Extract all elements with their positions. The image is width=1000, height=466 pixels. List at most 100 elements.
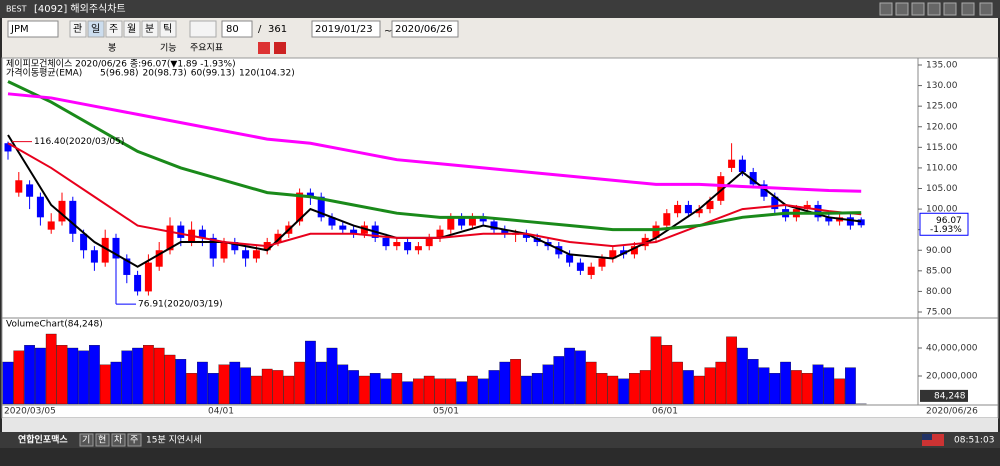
volume-bar xyxy=(564,347,575,405)
btn[interactable] xyxy=(943,2,957,16)
symbol-box[interactable] xyxy=(7,20,59,38)
candle-body xyxy=(436,229,444,238)
menu[interactable]: 기능 xyxy=(160,43,177,54)
flag-canton xyxy=(922,434,932,440)
tool-button[interactable] xyxy=(69,20,87,38)
volume-bar xyxy=(639,370,651,405)
icon[interactable] xyxy=(274,42,286,54)
candle-body xyxy=(90,250,98,263)
candle-body xyxy=(468,217,476,226)
legend-entry: 60(99.13) xyxy=(191,69,235,79)
btn-close[interactable] xyxy=(979,2,993,16)
legend-entry: 120(104.32) xyxy=(239,69,295,79)
candle-body xyxy=(350,229,358,234)
y-tick-label: 90.00 xyxy=(926,246,952,256)
volume-bar xyxy=(607,375,619,405)
scrollbar[interactable] xyxy=(2,418,998,432)
volume-bar xyxy=(143,345,154,405)
symbol: JPM xyxy=(10,24,29,35)
volume-bar xyxy=(575,350,586,405)
volume-bar xyxy=(35,347,46,405)
volume-bar xyxy=(661,345,673,405)
volume-bar xyxy=(456,381,467,405)
volume-bar xyxy=(294,361,305,405)
tool-button[interactable] xyxy=(159,20,177,38)
icon[interactable] xyxy=(258,42,270,54)
title-bar xyxy=(0,0,1000,18)
start-date-box[interactable] xyxy=(311,20,381,38)
delay: 15분 지연시세 xyxy=(146,435,202,446)
status-button[interactable] xyxy=(127,433,142,447)
candle-body xyxy=(706,200,714,210)
y-tick-label: 75.00 xyxy=(926,308,952,318)
y-tick-label: 20,000,000 xyxy=(926,372,978,382)
candle-body xyxy=(609,250,617,259)
tilde: ~ xyxy=(384,26,392,37)
volume-bar xyxy=(747,359,759,405)
count-box[interactable] xyxy=(221,20,253,38)
volume-bar xyxy=(693,375,705,405)
brand: 연합인포맥스 xyxy=(18,434,68,446)
volume-bar xyxy=(326,347,338,405)
y-tick-label: 130.00 xyxy=(926,81,958,91)
candle-body xyxy=(458,217,466,226)
candle-body xyxy=(328,217,336,226)
candle-body xyxy=(566,254,574,263)
y-tick-label: 40,000,000 xyxy=(926,344,978,354)
price-header: 제이피모건체이스 2020/06/26 종:96.07(▼1.89 -1.93%… xyxy=(6,59,236,70)
volume-bar xyxy=(218,364,230,405)
volume-bar xyxy=(13,350,25,405)
volume-bar xyxy=(305,340,316,405)
status-bar xyxy=(0,432,1000,448)
annotation: 116.40(2020/03/05) xyxy=(34,137,124,147)
btn[interactable] xyxy=(911,2,925,16)
volume-bar xyxy=(758,367,770,405)
btn[interactable] xyxy=(927,2,941,16)
tool-button[interactable] xyxy=(87,20,105,38)
volume-bar xyxy=(380,378,392,405)
volume-bar xyxy=(197,361,208,405)
candle-body xyxy=(144,262,152,292)
status-button[interactable] xyxy=(95,433,110,447)
combo[interactable] xyxy=(189,20,217,38)
candle-body xyxy=(58,200,66,222)
btn[interactable] xyxy=(879,2,893,16)
candle-body xyxy=(209,237,217,259)
volume-bar xyxy=(186,373,197,405)
candle-body xyxy=(490,221,498,230)
tool-button-label: 분 xyxy=(145,23,154,35)
btn[interactable] xyxy=(961,2,975,16)
menu[interactable]: 주요지표 xyxy=(190,43,223,54)
candle-body xyxy=(598,258,606,267)
volume-bar xyxy=(2,361,14,405)
candle-body xyxy=(231,242,239,251)
candle-body xyxy=(425,237,433,247)
volume-bar xyxy=(337,364,349,405)
tool-button[interactable] xyxy=(123,20,141,38)
clock: 08:51:03 xyxy=(954,436,994,446)
candle-body xyxy=(738,159,746,173)
volume-bar xyxy=(434,378,446,405)
candle-body xyxy=(684,204,692,214)
status-button[interactable] xyxy=(79,433,94,447)
tool-button[interactable] xyxy=(105,20,123,38)
count: 80 xyxy=(226,24,239,35)
candle-body xyxy=(123,258,131,275)
volume-bar xyxy=(110,361,122,405)
last-change: -1.93% xyxy=(930,225,962,235)
volume-bar xyxy=(812,364,824,405)
candle-body xyxy=(134,274,142,292)
end-date-box[interactable] xyxy=(391,20,459,38)
status-button-label: 차 xyxy=(114,434,123,446)
volume-bar xyxy=(132,347,143,405)
candle-body xyxy=(846,217,854,226)
volume-bar xyxy=(521,375,532,405)
volume-bar xyxy=(715,361,727,405)
menu[interactable]: 봉 xyxy=(108,43,116,54)
btn[interactable] xyxy=(895,2,909,16)
ma-line xyxy=(7,92,862,193)
tool-button[interactable] xyxy=(141,20,159,38)
status-button[interactable] xyxy=(111,433,126,447)
candle-body xyxy=(166,225,174,251)
volume-bar xyxy=(650,336,662,405)
